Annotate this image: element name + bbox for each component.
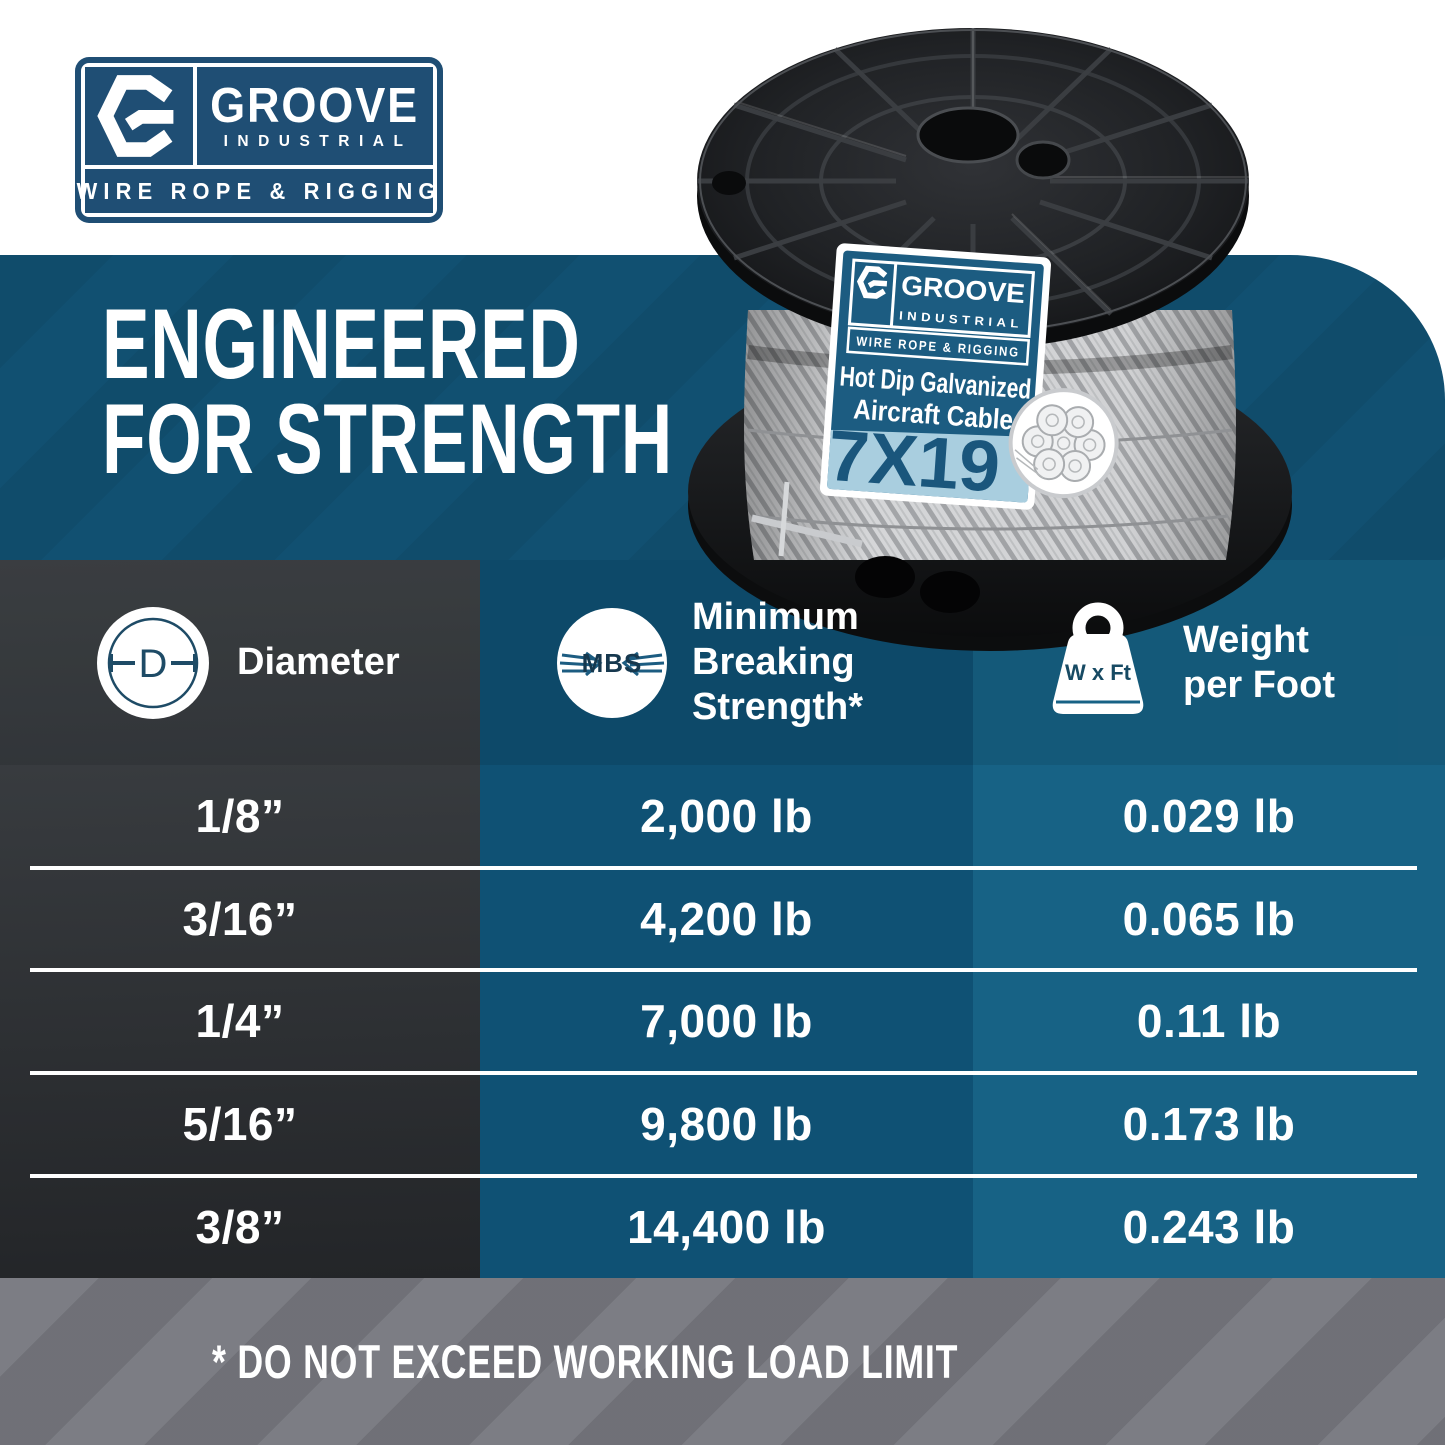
spec-table: 1/8” 2,000 lb 0.029 lb 3/16” 4,200 lb 0.…	[0, 765, 1445, 1278]
brand-tagline: WIRE ROPE & RIGGING	[76, 177, 442, 204]
header-diameter-label: Diameter	[237, 641, 400, 683]
weight-value: 0.065 lb	[1122, 892, 1296, 945]
weight-column-bg	[973, 560, 1445, 1278]
mbs-value: 14,400 lb	[627, 1200, 826, 1253]
cable-end-wire	[751, 481, 863, 557]
diameter-column-bg	[0, 560, 480, 1278]
header-diameter: D Diameter	[0, 560, 480, 765]
row-divider	[30, 866, 1417, 870]
weight-icon-letters: W x Ft	[1065, 660, 1132, 685]
row-divider	[30, 968, 1417, 972]
table-row: 3/8” 14,400 lb 0.243 lb	[0, 1175, 1445, 1278]
brand-g-icon	[85, 67, 193, 165]
table-header: D Diameter MBS Minimum Breaking Strength…	[0, 560, 1445, 765]
header-mbs: MBS Minimum Breaking Strength*	[480, 560, 973, 765]
table-row: 5/16” 9,800 lb 0.173 lb	[0, 1073, 1445, 1176]
table-row: 1/8” 2,000 lb 0.029 lb	[0, 765, 1445, 868]
mbs-value: 9,800 lb	[640, 1098, 813, 1151]
table-row: 1/4” 7,000 lb 0.11 lb	[0, 970, 1445, 1073]
label-construction: 7X19	[825, 416, 1002, 508]
cable-cross-section-icon	[1008, 388, 1119, 499]
cable-spool-photo: GROOVE INDUSTRIAL WIRE ROPE & RIGGING Ho…	[688, 24, 1292, 651]
weight-value: 0.243 lb	[1122, 1200, 1296, 1253]
brand-name: GROOVE	[210, 78, 420, 133]
header-mbs-label: Minimum Breaking Strength*	[692, 596, 863, 728]
row-divider	[30, 1174, 1417, 1178]
mbs-icon: MBS	[557, 607, 667, 718]
mbs-value: 2,000 lb	[640, 790, 813, 843]
brand-logo: GROOVE INDUSTRIAL WIRE ROPE & RIGGING	[75, 57, 443, 223]
table-row: 3/16” 4,200 lb 0.065 lb	[0, 868, 1445, 971]
diameter-icon: D	[97, 606, 209, 719]
hex-g-icon	[97, 75, 174, 157]
weight-icon: W x Ft	[1052, 602, 1144, 714]
mbs-value: 7,000 lb	[640, 995, 813, 1048]
diameter-icon-letter: D	[139, 642, 168, 686]
brand-logo-frame: GROOVE INDUSTRIAL WIRE ROPE & RIGGING	[77, 63, 437, 217]
header-weight: W x Ft Weight per Foot	[973, 560, 1445, 765]
hero-heading: ENGINEERED FOR STRENGTH	[102, 294, 673, 488]
footer-warning-bar: * DO NOT EXCEED WORKING LOAD LIMIT	[0, 1278, 1445, 1445]
label-g-icon	[856, 265, 888, 299]
mbs-value: 4,200 lb	[640, 892, 813, 945]
brand-name-block: GROOVE INDUSTRIAL	[197, 67, 433, 165]
weight-value: 0.173 lb	[1122, 1098, 1296, 1151]
spool-product-label: GROOVE INDUSTRIAL WIRE ROPE & RIGGING Ho…	[819, 243, 1119, 510]
flange-holes	[855, 556, 980, 613]
diameter-value: 5/16”	[182, 1098, 298, 1151]
mbs-icon-letters: MBS	[582, 648, 643, 678]
brand-industry: INDUSTRIAL	[223, 132, 413, 150]
footer-warning-text: * DO NOT EXCEED WORKING LOAD LIMIT	[212, 1335, 959, 1388]
brand-tagline-bar: WIRE ROPE & RIGGING	[77, 169, 435, 213]
hero-line2: FOR STRENGTH	[102, 383, 673, 494]
hero-line1: ENGINEERED	[102, 288, 581, 399]
header-weight-label: Weight per Foot	[1183, 618, 1335, 706]
table-column-backgrounds	[0, 560, 1445, 1278]
weight-value: 0.029 lb	[1122, 790, 1296, 843]
weight-value: 0.11 lb	[1136, 995, 1282, 1048]
diameter-value: 1/4”	[195, 995, 285, 1048]
diameter-value: 3/16”	[182, 892, 298, 945]
row-divider	[30, 1071, 1417, 1075]
diameter-value: 1/8”	[195, 790, 285, 843]
diameter-value: 3/8”	[195, 1200, 285, 1253]
